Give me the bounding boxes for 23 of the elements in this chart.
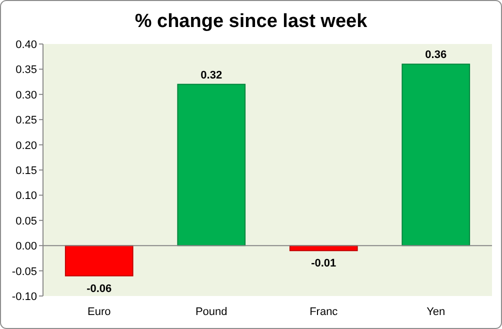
y-tick-label: -0.10 (12, 291, 37, 303)
data-label: 0.32 (200, 69, 222, 82)
x-tick-label: Franc (310, 306, 338, 318)
y-tick-label: 0.35 (16, 64, 37, 76)
y-tick-label: 0.30 (16, 89, 37, 102)
y-tick-label: 0.10 (16, 190, 37, 202)
y-tick-label: 0.40 (16, 39, 37, 51)
x-tick-label: Euro (88, 306, 111, 318)
data-label: -0.06 (86, 282, 112, 295)
data-label: -0.01 (311, 258, 336, 270)
x-tick-label: Pound (195, 306, 228, 318)
y-tick-label: -0.05 (12, 266, 37, 278)
y-tick-label: 0.25 (16, 114, 37, 127)
x-tick-label: Yen (426, 306, 446, 318)
bar (177, 84, 246, 246)
bar (402, 64, 470, 246)
y-tick-label: 0.00 (16, 240, 37, 253)
chart-title: % change since last week (134, 11, 368, 32)
y-tick-label: 0.15 (16, 165, 37, 177)
bar (64, 245, 134, 276)
y-tick-label: 0.20 (16, 140, 37, 152)
data-label: 0.36 (425, 49, 447, 62)
y-tick-label: 0.05 (16, 215, 37, 228)
